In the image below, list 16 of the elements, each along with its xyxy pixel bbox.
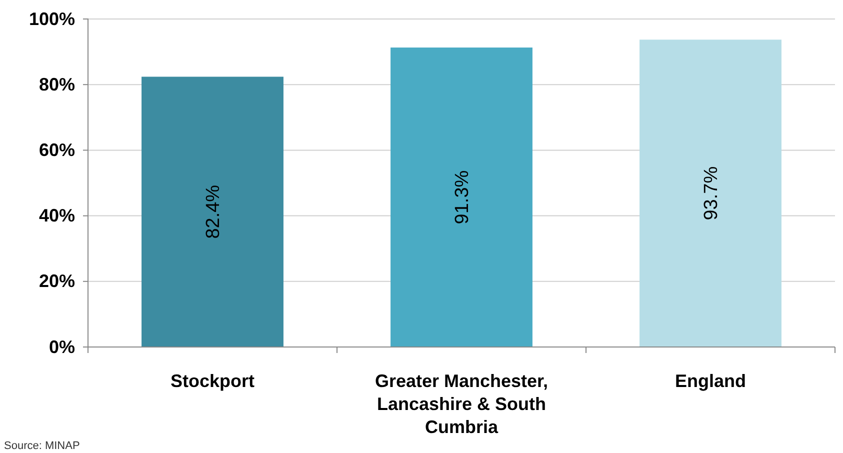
y-tick-label: 40% xyxy=(38,206,75,226)
data-label: 82.4% xyxy=(203,184,224,239)
source-note: Source: MINAP xyxy=(4,440,80,452)
y-tick-label: 60% xyxy=(38,140,75,160)
y-tick-label: 80% xyxy=(38,74,75,94)
bar xyxy=(142,76,284,347)
y-tick-label: 0% xyxy=(48,336,75,357)
x-tick-label: England xyxy=(675,371,746,391)
bar xyxy=(390,48,532,347)
y-tick-label: 100% xyxy=(28,8,75,29)
bar xyxy=(640,40,782,347)
x-tick-label: Stockport xyxy=(170,371,255,391)
data-label: 91.3% xyxy=(452,170,474,224)
data-label: 93.7% xyxy=(701,166,722,220)
x-tick-label: Greater Manchester, Lancashire & South Cumbria xyxy=(374,371,548,437)
y-tick-label: 20% xyxy=(38,271,75,292)
